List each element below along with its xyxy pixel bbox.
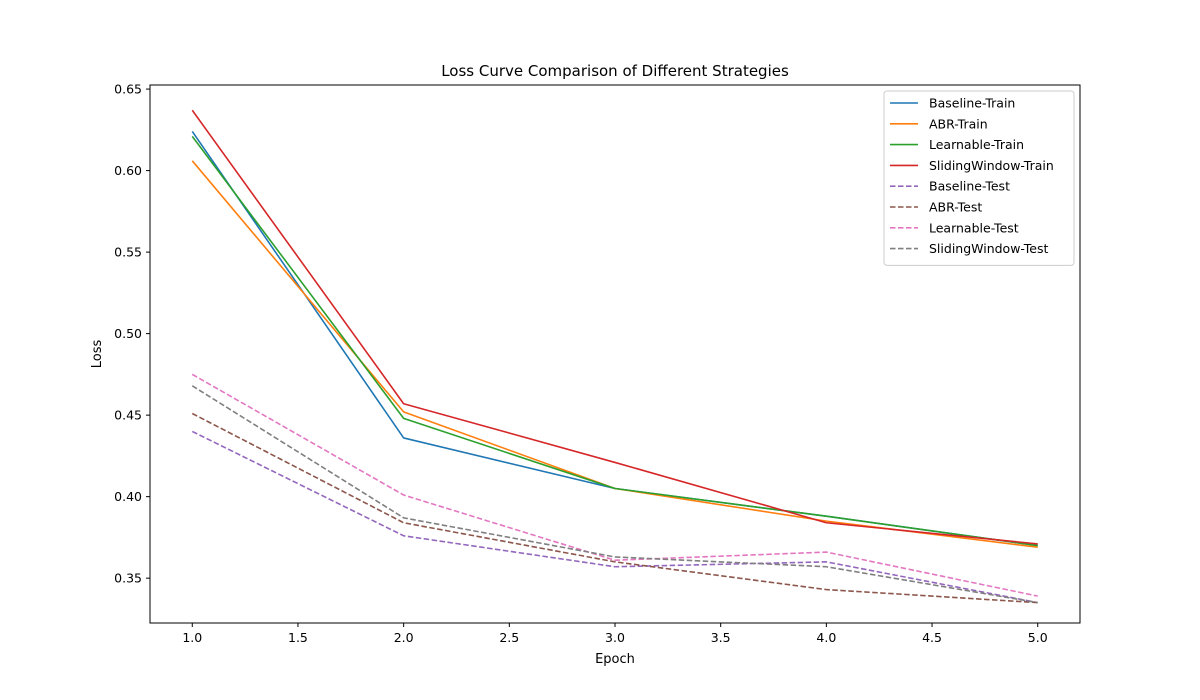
legend-label: Learnable-Train <box>929 137 1024 152</box>
series-line-slidingwindow-test <box>191 385 1038 604</box>
y-axis: 0.35 0.40 0.45 0.50 0.55 0.60 0.65 <box>114 82 150 586</box>
x-tick-label: 1.0 <box>182 630 202 645</box>
y-tick-label: 0.35 <box>114 571 142 586</box>
series-line-abr-test <box>191 412 1038 604</box>
x-tick-label: 4.5 <box>922 630 942 645</box>
legend-label: SlidingWindow-Test <box>929 241 1049 256</box>
legend-label: Baseline-Test <box>929 179 1010 194</box>
y-axis-label: Loss <box>90 340 105 369</box>
series-line-learnable-test <box>191 373 1038 597</box>
x-axis-label: Epoch <box>595 652 635 667</box>
x-tick-label: 3.0 <box>605 630 625 645</box>
legend: Baseline-Train ABR-Train Learnable-Train Sl… <box>883 90 1075 266</box>
x-tick-label: 4.0 <box>816 630 836 645</box>
series-line-baseline-test <box>191 430 1038 604</box>
x-tick-label: 1.5 <box>288 630 308 645</box>
y-tick-label: 0.50 <box>114 326 142 341</box>
y-tick-label: 0.40 <box>114 489 142 504</box>
legend-frame <box>883 90 1075 266</box>
legend-label: ABR-Train <box>929 116 988 131</box>
x-tick-label: 3.5 <box>711 630 731 645</box>
legend-label: SlidingWindow-Train <box>929 158 1054 173</box>
x-axis: 1.0 1.5 2.0 2.5 3.0 3.5 4.0 4.5 5.0 <box>182 623 1048 645</box>
series-layer <box>191 109 1038 604</box>
x-tick-label: 5.0 <box>1028 630 1048 645</box>
x-tick-label: 2.0 <box>394 630 414 645</box>
chart-title: Loss Curve Comparison of Different Strat… <box>441 62 789 80</box>
y-tick-label: 0.65 <box>114 82 142 97</box>
y-tick-label: 0.60 <box>114 163 142 178</box>
x-tick-label: 2.5 <box>499 630 519 645</box>
y-tick-label: 0.45 <box>114 408 142 423</box>
legend-label: Learnable-Test <box>929 220 1019 235</box>
series-line-slidingwindow-train <box>191 109 1038 545</box>
legend-label: ABR-Test <box>929 200 982 215</box>
legend-label: Baseline-Train <box>929 96 1015 111</box>
y-tick-label: 0.55 <box>114 245 142 260</box>
series-line-learnable-train <box>191 135 1038 547</box>
